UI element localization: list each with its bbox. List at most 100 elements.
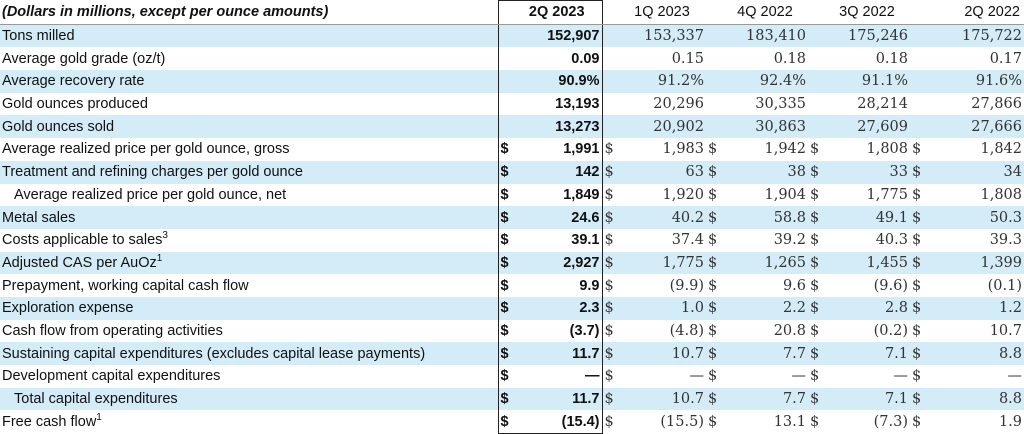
- value-cell: 9.6: [782, 277, 806, 294]
- currency-symbol: $: [602, 160, 618, 184]
- currency-symbol: [497, 47, 514, 71]
- period-header-current: 2Q 2023: [514, 0, 603, 25]
- currency-symbol: [497, 24, 514, 48]
- table-row: Average recovery rate 90.9% 91.2% 92.4% 91.1…: [0, 70, 1024, 93]
- currency-symbol: $: [604, 368, 614, 385]
- row-label-text: Free cash flow: [2, 413, 97, 430]
- value-current-period: 9.9: [514, 274, 603, 297]
- currency-symbol: $: [497, 228, 514, 252]
- table-row: Free cash flow1 $ (15.4) $ (15.5) $13.1 $ (7.3)…: [0, 410, 1024, 434]
- currency-symbol: $: [910, 342, 926, 365]
- period-header: 2Q 2022: [926, 0, 1024, 25]
- value-cell: 27,866: [971, 96, 1022, 113]
- row-label: Cash flow from operating activities: [0, 320, 498, 343]
- currency-symbol: [602, 115, 618, 139]
- value-cell: 0.17: [989, 50, 1022, 67]
- value-cell: (7.3): [873, 413, 908, 430]
- currency-symbol: $: [912, 368, 922, 385]
- value-cell: 50.3: [926, 206, 1024, 229]
- value-current-period: (15.4): [514, 410, 603, 434]
- value-current-period: 152,907: [514, 24, 603, 48]
- currency-symbol: $: [708, 186, 718, 203]
- currency-symbol: $: [706, 206, 722, 229]
- currency-symbol: $: [497, 365, 514, 388]
- table-row: Average gold grade (oz/t) 0.09 0.15 0.18 0.1…: [0, 47, 1024, 71]
- value-cell: 33: [824, 160, 910, 184]
- row-label-text: Gold ounces produced: [2, 96, 148, 113]
- value-cell: 39.2: [773, 232, 806, 249]
- currency-symbol: [706, 93, 722, 116]
- row-label-text: Costs applicable to sales: [2, 232, 163, 249]
- value-cell: 2.2: [722, 296, 808, 320]
- row-label: Gold ounces sold: [0, 115, 498, 139]
- value-cell: 1,808: [980, 186, 1022, 203]
- currency-symbol: $: [602, 387, 618, 411]
- value-cell: 30,863: [722, 115, 808, 139]
- value-cell: 1,265: [722, 251, 808, 275]
- currency-symbol: [808, 47, 824, 70]
- currency-symbol: $: [810, 186, 820, 203]
- currency-symbol: $: [808, 206, 824, 229]
- table-row: Treatment and refining charges per gold …: [0, 160, 1024, 184]
- value-cell: 0.18: [773, 50, 806, 67]
- row-label: Gold ounces produced: [0, 93, 498, 116]
- period-header: 1Q 2023: [618, 0, 706, 25]
- value-current-period: 1,849: [514, 183, 603, 207]
- row-label-text: Gold ounces sold: [2, 118, 115, 135]
- currency-symbol: [910, 115, 926, 139]
- value-cell: 1.9: [998, 413, 1022, 430]
- value-cell: 91.6%: [926, 70, 1024, 93]
- value-cell: 8.8: [926, 387, 1024, 411]
- row-label: Total capital expenditures: [0, 387, 498, 411]
- currency-symbol: $: [497, 342, 514, 365]
- table-units-label: (Dollars in millions, except per ounce a…: [0, 0, 498, 25]
- value-cell: 28,214: [857, 96, 908, 113]
- value-cell: 0.15: [671, 50, 704, 67]
- value-cell: 10.7: [989, 322, 1022, 339]
- currency-symbol: $: [912, 322, 922, 339]
- value-cell: 30,335: [755, 96, 806, 113]
- currency-symbol: [910, 47, 926, 70]
- currency-symbol: $: [497, 296, 514, 320]
- value-cell: 58.8: [722, 206, 808, 229]
- value-cell: 1,904: [764, 186, 806, 203]
- row-label: Average gold grade (oz/t): [0, 47, 498, 70]
- value-current-period: 90.9%: [514, 70, 603, 93]
- currency-symbol: $: [708, 141, 718, 158]
- currency-symbol: $: [604, 232, 614, 249]
- currency-symbol: $: [602, 206, 618, 229]
- currency-symbol: $: [604, 141, 614, 158]
- value-cell: (9.6): [873, 277, 908, 294]
- table-row: Tons milled 152,907 153,337 183,410 175,246 1…: [0, 24, 1024, 48]
- table-row: Prepayment, working capital cash flow $9.…: [0, 274, 1024, 297]
- table-row: Exploration expense $2.3 $1.0 $2.2 $2.8 $1.2: [0, 296, 1024, 320]
- currency-symbol: [808, 115, 824, 139]
- row-label-text: Adjusted CAS per AuOz: [2, 254, 157, 271]
- currency-symbol: $: [708, 322, 718, 339]
- currency-symbol: [706, 24, 722, 48]
- row-label-text: Exploration expense: [2, 300, 134, 317]
- currency-symbol: $: [497, 138, 514, 161]
- table-row: Average realized price per gold ounce, n…: [0, 183, 1024, 207]
- value-cell: (0.1): [987, 277, 1022, 294]
- table-row: Gold ounces produced 13,193 20,296 30,335 28…: [0, 92, 1024, 116]
- currency-symbol: $: [497, 387, 514, 411]
- value-cell: 1,842: [980, 141, 1022, 158]
- value-cell: 10.7: [618, 387, 706, 411]
- currency-symbol: $: [604, 277, 614, 294]
- value-current-period: 11.7: [514, 387, 603, 411]
- currency-symbol: [808, 93, 824, 116]
- table-row: Metal sales $24.6 $40.2 $58.8 $49.1 $50.3: [0, 206, 1024, 229]
- value-current-period: 24.6: [514, 206, 603, 229]
- row-label-text: Cash flow from operating activities: [2, 322, 223, 339]
- currency-symbol: $: [602, 251, 618, 275]
- row-label: Prepayment, working capital cash flow: [0, 274, 498, 297]
- footnote-marker: 1: [96, 412, 102, 424]
- table-row: Sustaining capital expenditures (exclude…: [0, 342, 1024, 365]
- value-cell: 34: [926, 160, 1024, 184]
- currency-symbol: $: [708, 413, 718, 430]
- currency-symbol: $: [810, 141, 820, 158]
- value-cell: 175,246: [824, 24, 910, 48]
- value-cell: 10.7: [618, 342, 706, 365]
- row-label-text: Prepayment, working capital cash flow: [2, 277, 249, 294]
